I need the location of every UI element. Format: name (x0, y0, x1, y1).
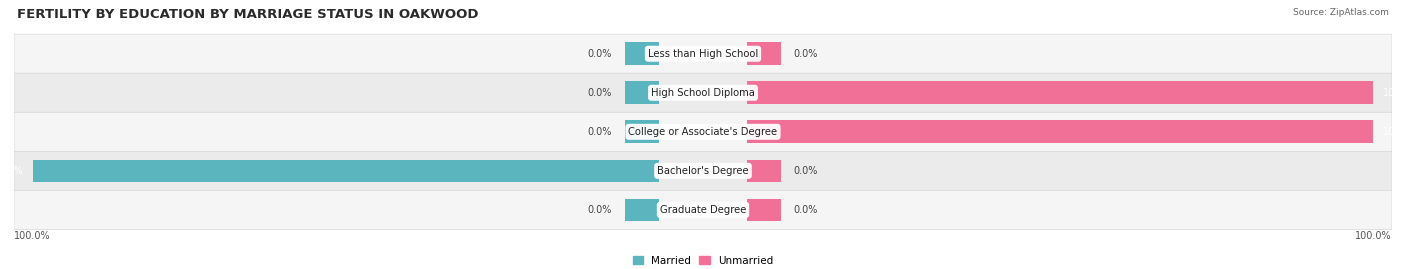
Text: 100.0%: 100.0% (14, 231, 51, 241)
Text: Graduate Degree: Graduate Degree (659, 205, 747, 215)
Text: High School Diploma: High School Diploma (651, 88, 755, 98)
Legend: Married, Unmarried: Married, Unmarried (628, 252, 778, 269)
FancyBboxPatch shape (14, 73, 1392, 112)
Bar (747, 160, 782, 182)
Bar (32, 160, 659, 182)
FancyBboxPatch shape (14, 112, 1392, 151)
Text: 100.0%: 100.0% (1382, 127, 1406, 137)
Text: College or Associate's Degree: College or Associate's Degree (628, 127, 778, 137)
Bar (747, 82, 1374, 104)
Text: 0.0%: 0.0% (588, 49, 612, 59)
Text: Less than High School: Less than High School (648, 49, 758, 59)
Bar (624, 43, 659, 65)
Bar (624, 121, 659, 143)
Text: 0.0%: 0.0% (794, 49, 818, 59)
Bar (747, 43, 782, 65)
Text: 100.0%: 100.0% (1382, 88, 1406, 98)
FancyBboxPatch shape (14, 151, 1392, 190)
Text: 0.0%: 0.0% (794, 166, 818, 176)
Bar (624, 199, 659, 221)
Bar (624, 82, 659, 104)
Text: 0.0%: 0.0% (588, 205, 612, 215)
Text: 0.0%: 0.0% (588, 88, 612, 98)
FancyBboxPatch shape (14, 34, 1392, 73)
Bar (747, 199, 782, 221)
Text: Source: ZipAtlas.com: Source: ZipAtlas.com (1294, 8, 1389, 17)
Text: FERTILITY BY EDUCATION BY MARRIAGE STATUS IN OAKWOOD: FERTILITY BY EDUCATION BY MARRIAGE STATU… (17, 8, 478, 21)
Bar (747, 121, 1374, 143)
Text: 0.0%: 0.0% (588, 127, 612, 137)
Text: 100.0%: 100.0% (0, 166, 24, 176)
Text: Bachelor's Degree: Bachelor's Degree (657, 166, 749, 176)
Text: 0.0%: 0.0% (794, 205, 818, 215)
Text: 100.0%: 100.0% (1355, 231, 1392, 241)
FancyBboxPatch shape (14, 190, 1392, 229)
